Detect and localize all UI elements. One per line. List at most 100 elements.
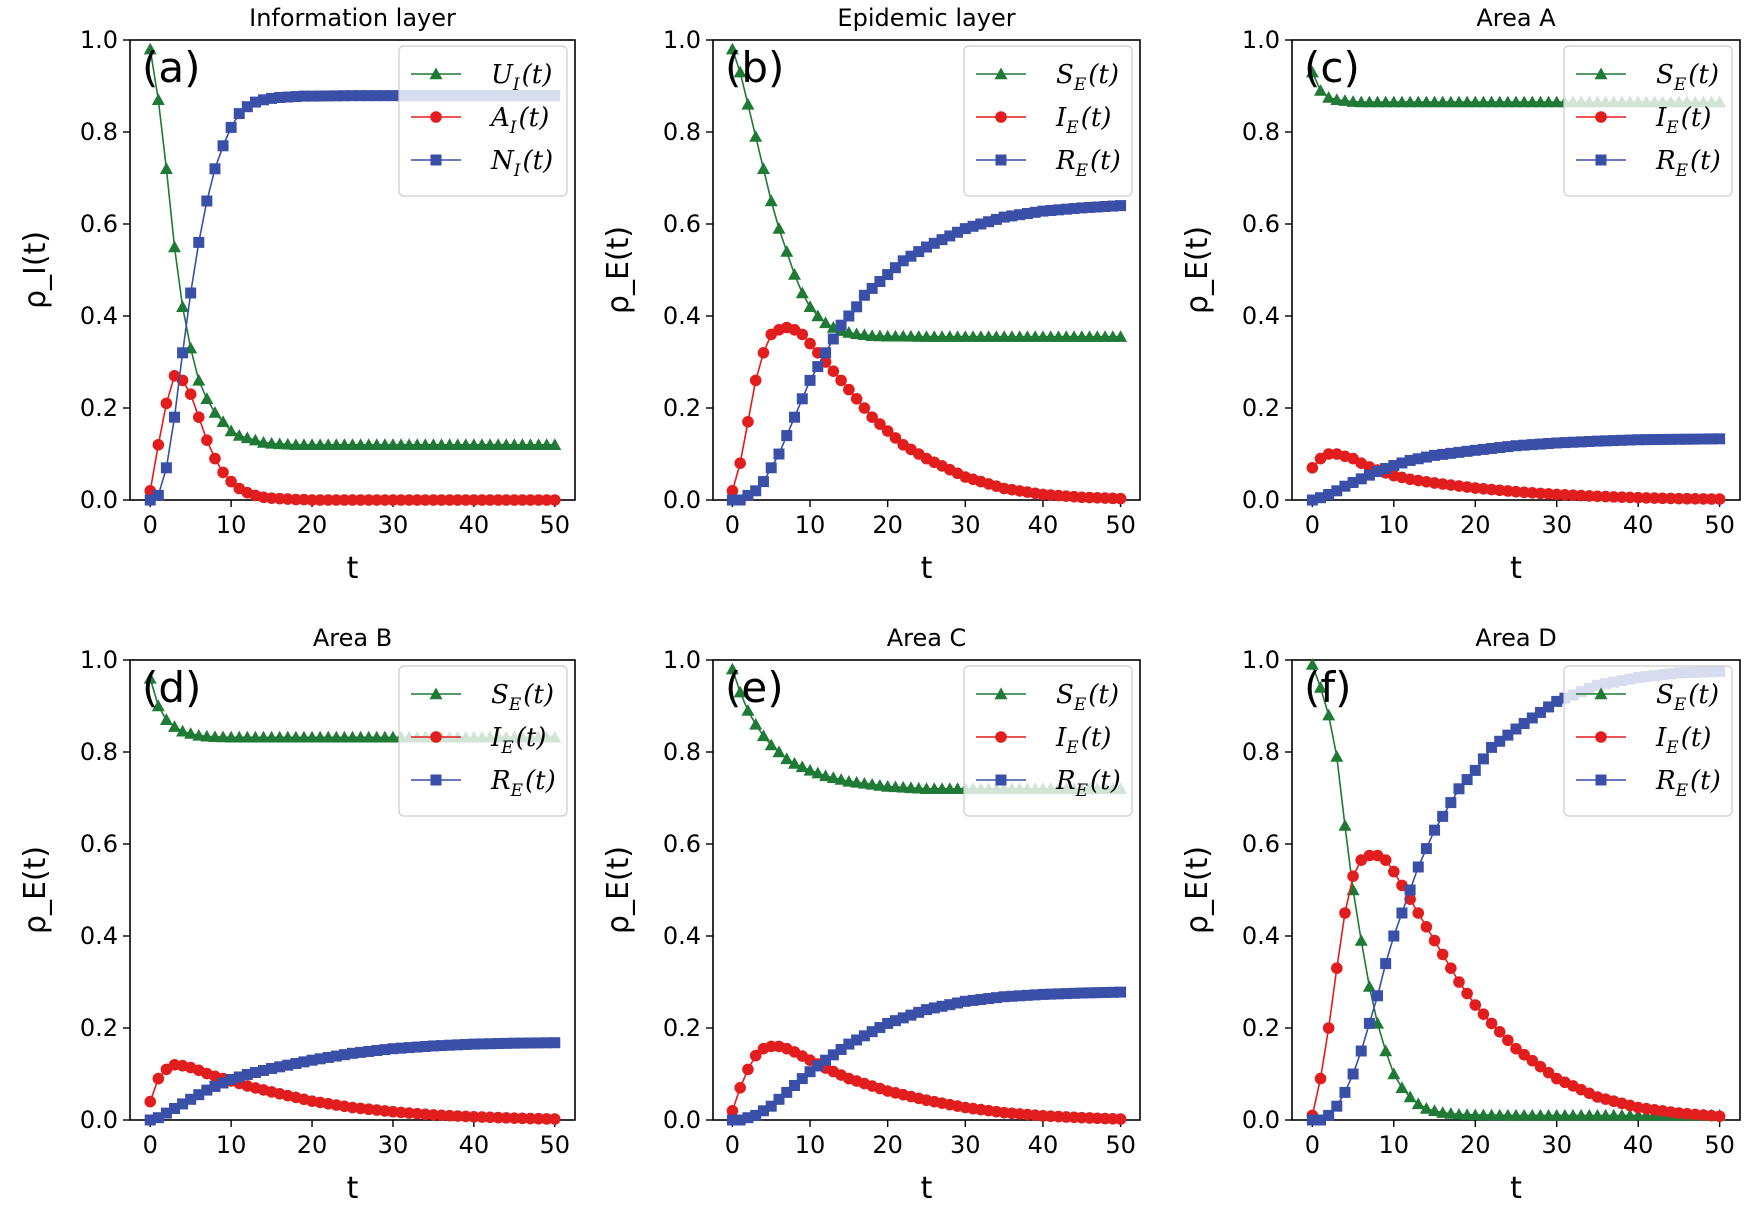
data-point — [248, 433, 262, 446]
data-point — [1632, 434, 1644, 446]
data-point — [484, 494, 496, 506]
data-point — [842, 326, 856, 338]
legend-entry-label: SE(t) — [1656, 680, 1719, 715]
data-point — [843, 1038, 855, 1050]
data-point — [1461, 987, 1473, 1000]
data-point — [1477, 1008, 1490, 1020]
data-point — [225, 475, 237, 488]
y-tick-label: 0.0 — [663, 1106, 701, 1134]
data-point — [1315, 492, 1327, 504]
data-point — [1029, 989, 1041, 1001]
data-point — [1468, 1108, 1482, 1121]
legend: SE(t) IE(t) RE(t) — [1563, 45, 1733, 197]
legend-entry-label: NI(t) — [490, 146, 553, 181]
data-point — [224, 424, 238, 437]
legend-entry-label: RE(t) — [1055, 146, 1121, 181]
data-point — [1428, 1104, 1442, 1116]
data-point — [1469, 764, 1481, 776]
data-point — [387, 494, 399, 506]
data-point — [1021, 989, 1033, 1001]
data-point — [1485, 1108, 1499, 1121]
data-point — [959, 995, 971, 1007]
data-point — [241, 101, 253, 113]
data-point — [232, 429, 246, 441]
data-point — [387, 1043, 399, 1055]
x-tick-label: 10 — [1379, 511, 1410, 539]
data-point — [827, 1049, 839, 1061]
legend-entry-label: IE(t) — [1655, 103, 1711, 138]
data-point — [468, 1110, 480, 1123]
data-point — [827, 365, 840, 378]
data-point — [484, 1038, 496, 1050]
data-point — [733, 685, 747, 698]
data-point — [436, 1040, 447, 1052]
panel-title: Epidemic layer — [837, 4, 1015, 32]
data-point — [1493, 95, 1507, 108]
y-tick-label: 0.8 — [663, 738, 701, 766]
data-point — [314, 494, 326, 506]
x-tick-label: 10 — [795, 1131, 826, 1159]
data-point — [266, 92, 278, 104]
panel-title: Area B — [313, 624, 392, 652]
x-tick-label: 50 — [1704, 511, 1735, 539]
data-point — [928, 1002, 940, 1014]
data-point — [476, 1038, 488, 1050]
data-point — [866, 282, 878, 294]
data-point — [1639, 1108, 1653, 1121]
legend-swatch-marker — [430, 774, 442, 786]
data-point — [1558, 1108, 1572, 1121]
x-tick-label: 0 — [143, 1131, 158, 1159]
data-point — [788, 268, 802, 280]
x-axis-label: t — [921, 1171, 933, 1205]
legend-swatch-marker — [995, 111, 1007, 123]
series-r — [726, 986, 1127, 1126]
panel-title: Area C — [887, 624, 967, 652]
series-i — [726, 321, 1127, 505]
data-point — [1632, 491, 1644, 504]
data-point — [726, 485, 739, 497]
data-point — [540, 1113, 553, 1125]
data-point — [160, 1107, 172, 1119]
data-point — [1346, 95, 1360, 107]
data-point — [500, 494, 513, 506]
data-point — [1404, 454, 1416, 466]
data-point — [1330, 93, 1344, 105]
data-point — [1509, 95, 1523, 108]
data-point — [1583, 435, 1595, 447]
data-point — [781, 430, 793, 442]
data-point — [1542, 1066, 1555, 1079]
data-point — [726, 1105, 739, 1117]
data-point — [169, 1103, 180, 1114]
legend-entry-label: RE(t) — [490, 766, 556, 801]
data-point — [379, 90, 391, 102]
data-point — [1689, 433, 1701, 445]
data-point — [548, 438, 562, 450]
data-point — [1380, 462, 1392, 474]
x-tick-label: 30 — [378, 511, 409, 539]
data-point — [151, 699, 165, 712]
data-point — [921, 1004, 932, 1016]
data-point — [1338, 819, 1352, 831]
data-point — [1052, 988, 1064, 1000]
legend-entry-label: RE(t) — [1655, 146, 1721, 181]
data-point — [1419, 95, 1433, 108]
data-point — [1362, 95, 1376, 108]
data-point — [944, 230, 956, 242]
x-tick-label: 40 — [1623, 511, 1654, 539]
data-point — [1099, 201, 1111, 213]
data-point — [1713, 1110, 1726, 1123]
data-point — [952, 226, 964, 238]
y-tick-label: 0.0 — [1242, 1106, 1280, 1134]
data-point — [1461, 445, 1473, 457]
data-point — [1681, 433, 1693, 445]
data-point — [1477, 443, 1489, 455]
data-point — [826, 771, 840, 783]
legend-swatch-marker — [1594, 67, 1608, 80]
data-point — [1362, 980, 1376, 992]
data-point — [1347, 870, 1359, 882]
data-point — [1575, 436, 1587, 448]
data-point — [540, 494, 553, 506]
data-point — [1681, 492, 1693, 505]
data-point — [1379, 95, 1393, 108]
data-point — [1331, 1100, 1343, 1112]
